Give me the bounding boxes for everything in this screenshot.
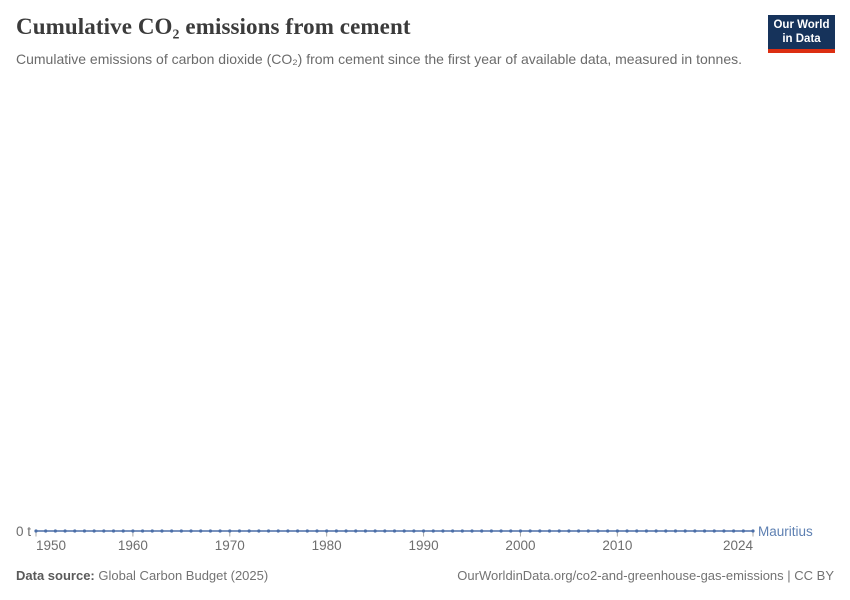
data-point[interactable] <box>266 529 271 533</box>
license-note[interactable]: OurWorldinData.org/co2-and-greenhouse-ga… <box>457 568 834 583</box>
series-label-mauritius[interactable]: Mauritius <box>758 524 813 539</box>
x-axis-tick-label: 1970 <box>214 538 245 553</box>
data-point[interactable] <box>344 529 348 533</box>
data-point[interactable] <box>199 529 203 533</box>
data-point[interactable] <box>402 529 406 533</box>
data-point[interactable] <box>567 529 571 533</box>
data-point[interactable] <box>586 529 590 533</box>
data-point[interactable] <box>576 529 581 533</box>
data-point[interactable] <box>431 529 435 533</box>
data-point[interactable] <box>102 529 106 533</box>
data-point[interactable] <box>644 529 649 533</box>
data-point[interactable] <box>480 529 484 533</box>
data-point[interactable] <box>625 529 629 533</box>
data-point[interactable] <box>712 529 716 533</box>
data-point[interactable] <box>518 529 523 533</box>
data-point[interactable] <box>441 529 445 533</box>
data-point[interactable] <box>547 529 552 533</box>
data-point[interactable] <box>237 529 242 533</box>
data-point[interactable] <box>363 529 368 533</box>
data-point[interactable] <box>722 529 726 533</box>
data-point[interactable] <box>208 529 213 533</box>
data-point[interactable] <box>121 529 125 533</box>
data-point[interactable] <box>53 529 57 533</box>
data-point[interactable] <box>635 529 639 533</box>
data-point[interactable] <box>741 529 745 533</box>
data-source-value: Global Carbon Budget (2025) <box>94 568 269 583</box>
data-point[interactable] <box>751 529 755 533</box>
data-point[interactable] <box>334 529 338 533</box>
data-point[interactable] <box>315 529 319 533</box>
chart-title: Cumulative CO₂ emissions from cement <box>16 14 411 39</box>
chart-footer: Data source: Global Carbon Budget (2025)… <box>16 568 834 583</box>
chart-subtitle: Cumulative emissions of carbon dioxide (… <box>16 51 742 67</box>
data-point[interactable] <box>664 529 668 533</box>
data-point[interactable] <box>683 529 687 533</box>
data-point[interactable] <box>150 529 154 533</box>
data-point[interactable] <box>654 529 658 533</box>
data-point[interactable] <box>286 529 290 533</box>
chart-header: Cumulative CO₂ emissions from cement Cum… <box>16 12 761 69</box>
data-point[interactable] <box>111 529 116 533</box>
data-point[interactable] <box>499 529 503 533</box>
x-axis-tick-label: 1990 <box>408 538 439 553</box>
data-point[interactable] <box>596 529 600 533</box>
data-point[interactable] <box>421 529 426 533</box>
data-point[interactable] <box>606 529 610 533</box>
x-axis-tick-label: 2024 <box>722 538 753 553</box>
data-point[interactable] <box>92 529 96 533</box>
data-point[interactable] <box>73 529 77 533</box>
data-point[interactable] <box>228 529 232 533</box>
data-point[interactable] <box>276 529 280 533</box>
data-point[interactable] <box>354 529 358 533</box>
data-point[interactable] <box>140 529 145 533</box>
data-point[interactable] <box>160 529 164 533</box>
data-source-note: Data source: Global Carbon Budget (2025) <box>16 568 268 583</box>
data-point[interactable] <box>470 529 474 533</box>
data-point[interactable] <box>383 529 387 533</box>
data-point[interactable] <box>451 529 455 533</box>
data-point[interactable] <box>325 529 329 533</box>
x-axis-tick-label: 2000 <box>505 538 536 553</box>
data-point[interactable] <box>509 529 513 533</box>
series-line-mauritius[interactable] <box>34 529 755 533</box>
owid-logo[interactable]: Our World in Data <box>768 15 835 53</box>
owid-logo-line2: in Data <box>782 33 821 45</box>
data-point[interactable] <box>189 529 193 533</box>
data-point[interactable] <box>305 529 309 533</box>
data-point[interactable] <box>557 529 561 533</box>
data-point[interactable] <box>34 529 38 533</box>
data-point[interactable] <box>489 529 493 533</box>
data-point[interactable] <box>615 529 619 533</box>
x-axis-tick-label: 1980 <box>311 538 342 553</box>
data-point[interactable] <box>63 529 67 533</box>
data-point[interactable] <box>702 529 707 533</box>
data-point[interactable] <box>170 529 174 533</box>
data-point[interactable] <box>693 529 697 533</box>
data-point[interactable] <box>82 529 87 533</box>
data-point[interactable] <box>460 529 464 533</box>
data-point[interactable] <box>257 529 261 533</box>
data-point[interactable] <box>732 529 736 533</box>
data-point[interactable] <box>131 529 135 533</box>
x-axis-tick-label: 1950 <box>36 538 67 553</box>
data-point[interactable] <box>392 529 397 533</box>
data-point[interactable] <box>673 529 678 533</box>
data-point[interactable] <box>218 529 222 533</box>
data-source-label: Data source: <box>16 568 95 583</box>
data-point[interactable] <box>44 529 48 533</box>
x-axis-tick-label: 1960 <box>117 538 148 553</box>
x-axis-tick-label: 2010 <box>602 538 633 553</box>
data-point[interactable] <box>296 529 300 533</box>
data-point[interactable] <box>538 529 542 533</box>
data-point[interactable] <box>373 529 377 533</box>
data-point[interactable] <box>179 529 183 533</box>
owid-logo-line1: Our World <box>773 19 830 31</box>
data-point[interactable] <box>528 529 532 533</box>
y-axis-zero-label: 0 t <box>16 524 32 539</box>
data-point[interactable] <box>247 529 251 533</box>
data-point[interactable] <box>412 529 416 533</box>
